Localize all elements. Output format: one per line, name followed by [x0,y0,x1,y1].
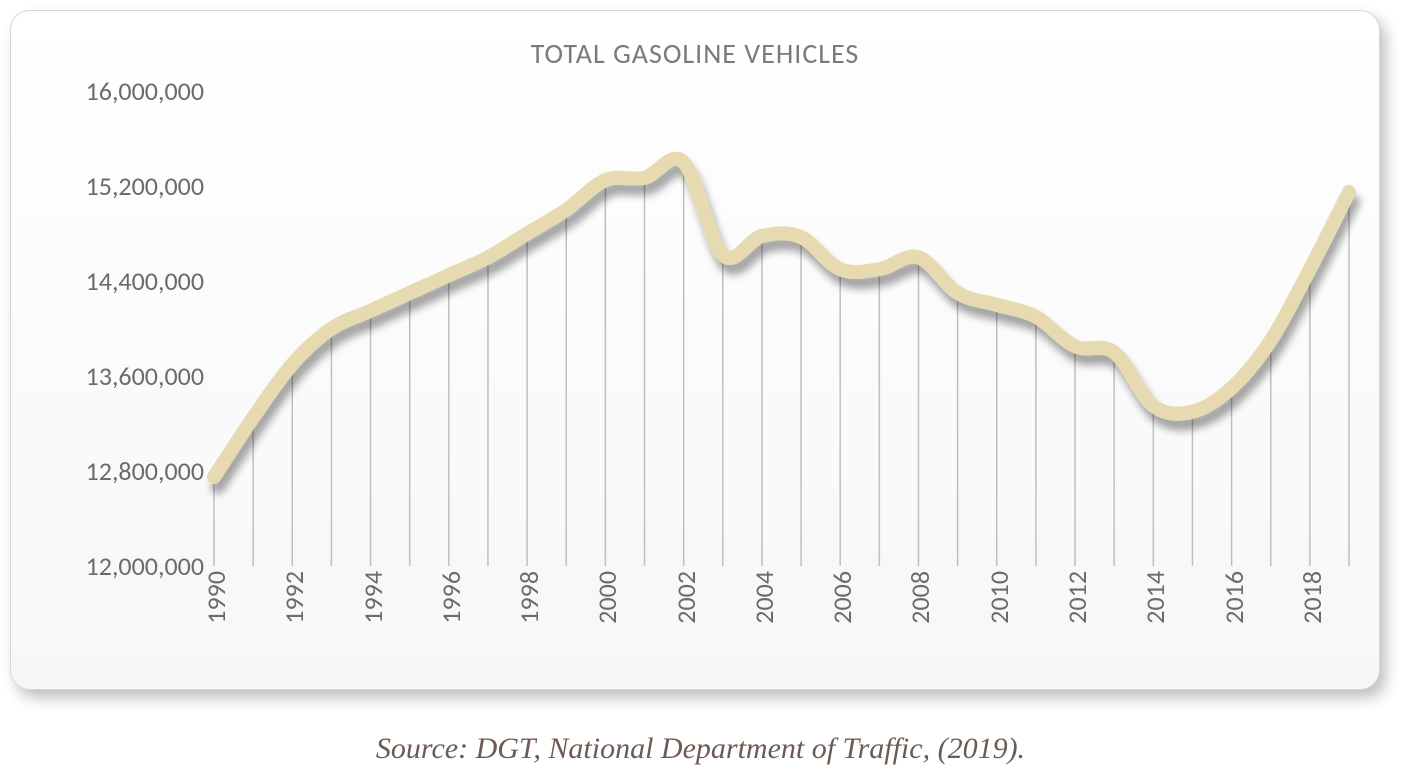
x-tick-label: 2006 [826,571,858,624]
x-tick-label: 1996 [435,571,467,624]
y-tick-label: 13,600,000 [86,360,204,392]
x-tick-label: 1994 [357,571,389,624]
y-tick-label: 14,400,000 [86,265,204,297]
x-axis: 1990199219941996199820002002200420062008… [216,571,1351,661]
plot-area [214,91,1349,566]
chart-title: TOTAL GASOLINE VEHICLES [41,36,1349,71]
x-tick-label: 2004 [748,571,780,624]
line-chart-svg [214,91,1349,566]
x-tick-label: 2016 [1218,571,1250,624]
x-tick-label: 1990 [200,571,232,624]
source-citation: Source: DGT, National Department of Traf… [10,732,1391,766]
data-line [214,159,1349,477]
x-tick-label: 2012 [1061,571,1093,624]
y-axis: 12,000,00012,800,00013,600,00014,400,000… [41,91,214,566]
x-tick-label: 2018 [1296,571,1328,624]
y-tick-label: 12,800,000 [86,455,204,487]
y-tick-label: 12,000,000 [86,550,204,582]
y-tick-label: 15,200,000 [86,170,204,202]
x-tick-label: 2010 [983,571,1015,624]
x-tick-label: 2008 [904,571,936,624]
plot-wrap: 12,000,000 12,800,000 13,600,000 14,400,000… [41,91,1349,656]
x-tick-label: 1998 [513,571,545,624]
x-tick-label: 2002 [670,571,702,624]
y-tick-label: 16,000,000 [86,75,204,107]
x-tick-label: 1992 [278,571,310,624]
x-tick-label: 2000 [591,571,623,624]
chart-card: TOTAL GASOLINE VEHICLES 12,000,000 12,800… [10,10,1380,690]
x-tick-label: 2014 [1139,571,1171,624]
